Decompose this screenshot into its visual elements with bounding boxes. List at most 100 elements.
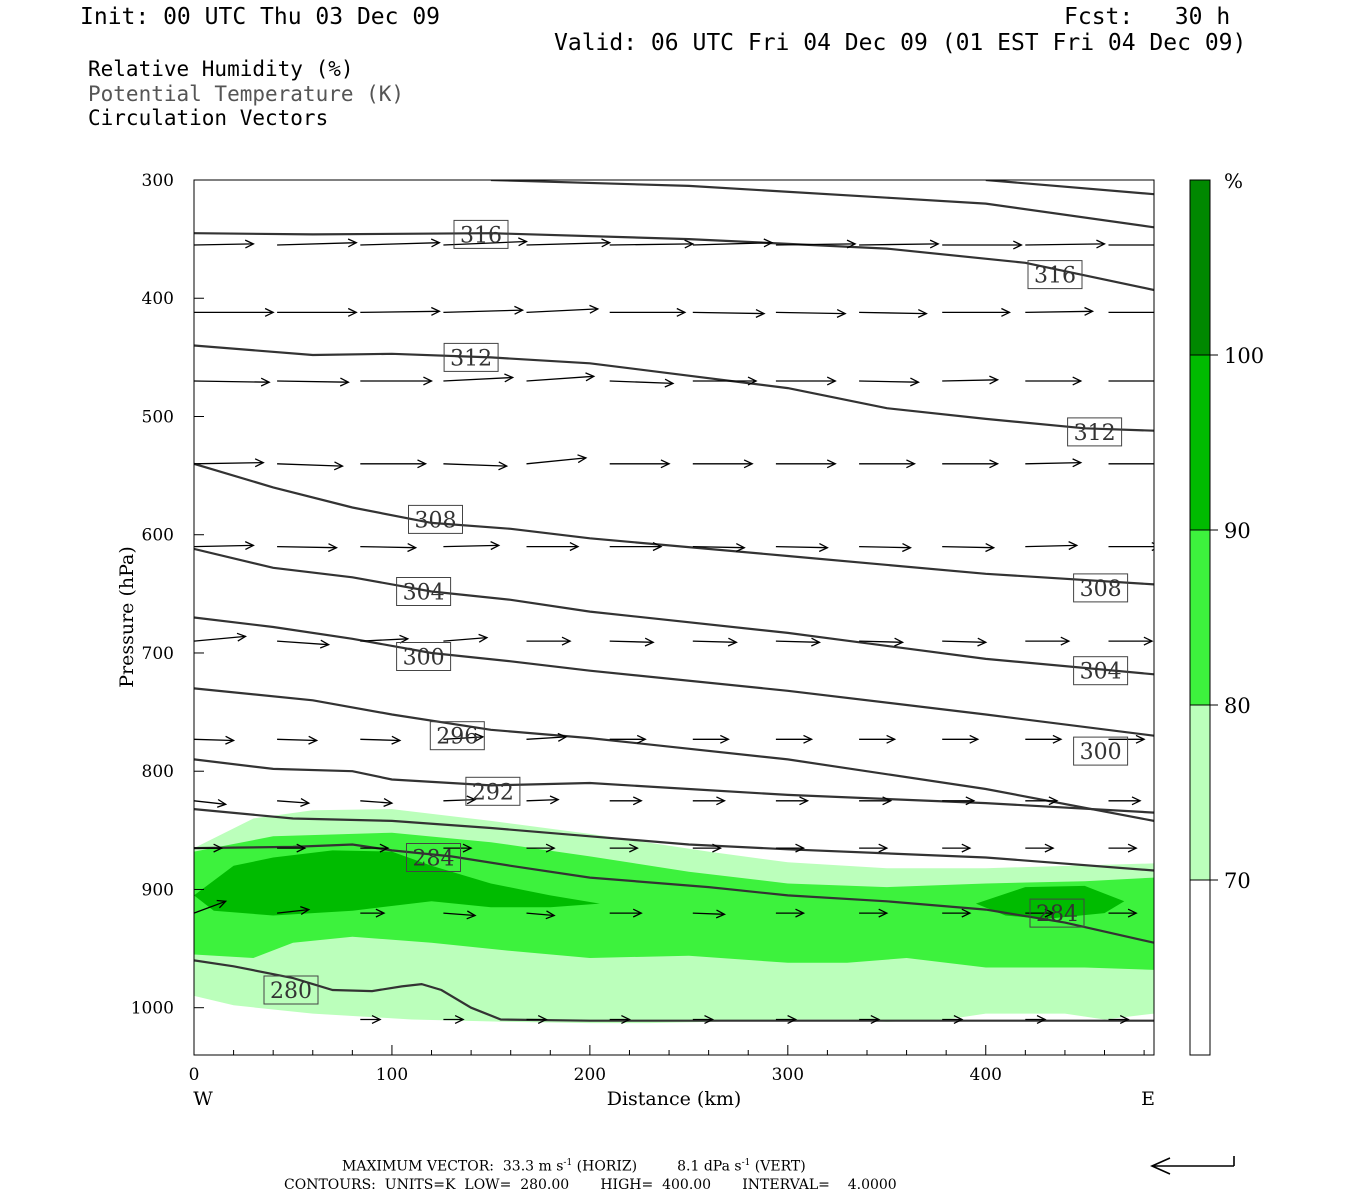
vector-arrow [1108, 311, 1154, 314]
vector-arrow [526, 1015, 548, 1024]
vector-arrow [277, 798, 311, 808]
vector-arrow [859, 309, 928, 318]
vector-arrow [360, 459, 428, 469]
vector-arrow [859, 637, 905, 647]
forecast-hour: Fcst: 30 h [1064, 4, 1231, 30]
vector-arrow [692, 796, 726, 806]
vector-arrow [692, 637, 738, 647]
vector-arrow [1025, 1015, 1047, 1024]
vector-arrow [526, 454, 588, 465]
vector-arrow [1025, 843, 1055, 853]
vector-arrow [360, 1015, 382, 1024]
vector-arrow [194, 843, 224, 853]
vector-arrow [859, 843, 889, 853]
rh-fill-layer [194, 809, 1154, 1024]
theta-contour-296 [194, 687, 1154, 822]
vector-arrow [1108, 542, 1154, 552]
vector-arrow [526, 910, 556, 920]
vector-arrow [526, 304, 600, 314]
vector-arrow [859, 239, 940, 249]
theta-label-text: 308 [1080, 577, 1122, 602]
vector-arrow [609, 542, 663, 552]
vector-arrow [942, 637, 988, 647]
x-axis-title: Distance (km) [607, 1088, 742, 1110]
vector-arrow [942, 843, 972, 853]
x-tick-label: 400 [970, 1065, 1002, 1085]
y-tick-label: 400 [142, 289, 174, 309]
max-vector-note: MAXIMUM VECTOR: 33.3 m s-1 (HORIZ) 8.1 d… [342, 1158, 806, 1175]
vector-arrow [443, 237, 528, 247]
vector-arrow [1025, 541, 1079, 551]
vector-arrow [942, 459, 1000, 469]
vector-arrow [609, 796, 643, 806]
vector-arrow [277, 639, 331, 649]
vector-arrow [775, 734, 814, 744]
vector-arrow [443, 633, 489, 643]
theta-label-text: 312 [1074, 421, 1116, 446]
vector-arrow [692, 734, 730, 744]
vector-arrow [526, 372, 596, 382]
x-tick-label: 0 [189, 1065, 200, 1085]
vector-arrow [277, 843, 307, 853]
vector-arrow [1025, 636, 1071, 646]
vector-arrow [360, 735, 402, 745]
theta-label-text: 304 [403, 581, 445, 606]
theta-label-text: 308 [415, 508, 457, 533]
vector-arrow [360, 634, 410, 644]
vector-arrow [1025, 734, 1063, 744]
vector-arrow [443, 910, 477, 920]
theta-label: 316 [1027, 260, 1083, 290]
vector-arrow [1108, 636, 1154, 646]
vector-arrow [526, 795, 560, 805]
colorbar-segment [1189, 529, 1211, 706]
colorbar-segment [1189, 704, 1211, 881]
vector-arrow [1025, 796, 1059, 806]
theta-label-text: 300 [1080, 740, 1122, 765]
vector-arrow [859, 734, 897, 744]
theta-contour-304 [194, 547, 1154, 676]
vector-arrow [526, 238, 612, 248]
vector-arrow [942, 307, 1011, 317]
colorbar-level-label: 100 [1224, 344, 1264, 368]
max-vector-exponent-vert: -1 [741, 1158, 751, 1168]
x-tick-label: 100 [376, 1065, 408, 1085]
vector-arrow [942, 375, 1000, 385]
vector-arrow [443, 305, 525, 315]
vector-arrow [1025, 306, 1095, 316]
plot-frame [193, 179, 1155, 1056]
y-tick-label: 600 [142, 526, 174, 546]
vector-arrow [194, 541, 255, 550]
rh-region-90-3 [975, 885, 1125, 919]
vector-arrow [194, 899, 228, 914]
theta-contour-288 [194, 808, 1154, 872]
vector-arrow [277, 543, 338, 553]
vector-arrow [692, 238, 774, 248]
theta-label-text: 316 [1034, 264, 1076, 289]
vector-arrow [859, 543, 912, 553]
theta-label: 300 [1073, 736, 1129, 766]
vector-arrow [194, 377, 271, 387]
vector-arrow [526, 843, 556, 853]
vector-arrow [775, 908, 806, 918]
theta-label: 300 [396, 642, 452, 671]
vector-arrow [360, 908, 386, 918]
y-axis-title: Pressure (hPa) [116, 546, 138, 688]
colorbar-level-label: 70 [1224, 869, 1251, 893]
vector-arrow [194, 735, 236, 745]
vector-arrow [775, 543, 829, 553]
vector-arrow [859, 459, 916, 469]
vector-arrow [360, 238, 441, 248]
vector-arrow [942, 796, 976, 806]
vector-arrow [360, 543, 418, 553]
y-tick-label: 900 [142, 880, 174, 900]
vector-arrow [609, 637, 655, 647]
vector-arrow [360, 376, 433, 386]
theta-label-text: 280 [270, 979, 312, 1004]
theta-contour-316 [194, 232, 1154, 292]
theta-label: 284 [1029, 898, 1085, 928]
vector-arrow [775, 843, 806, 853]
x-end-east: E [1141, 1088, 1155, 1110]
theta-label: 284 [406, 843, 461, 872]
vector-arrow [609, 459, 671, 469]
